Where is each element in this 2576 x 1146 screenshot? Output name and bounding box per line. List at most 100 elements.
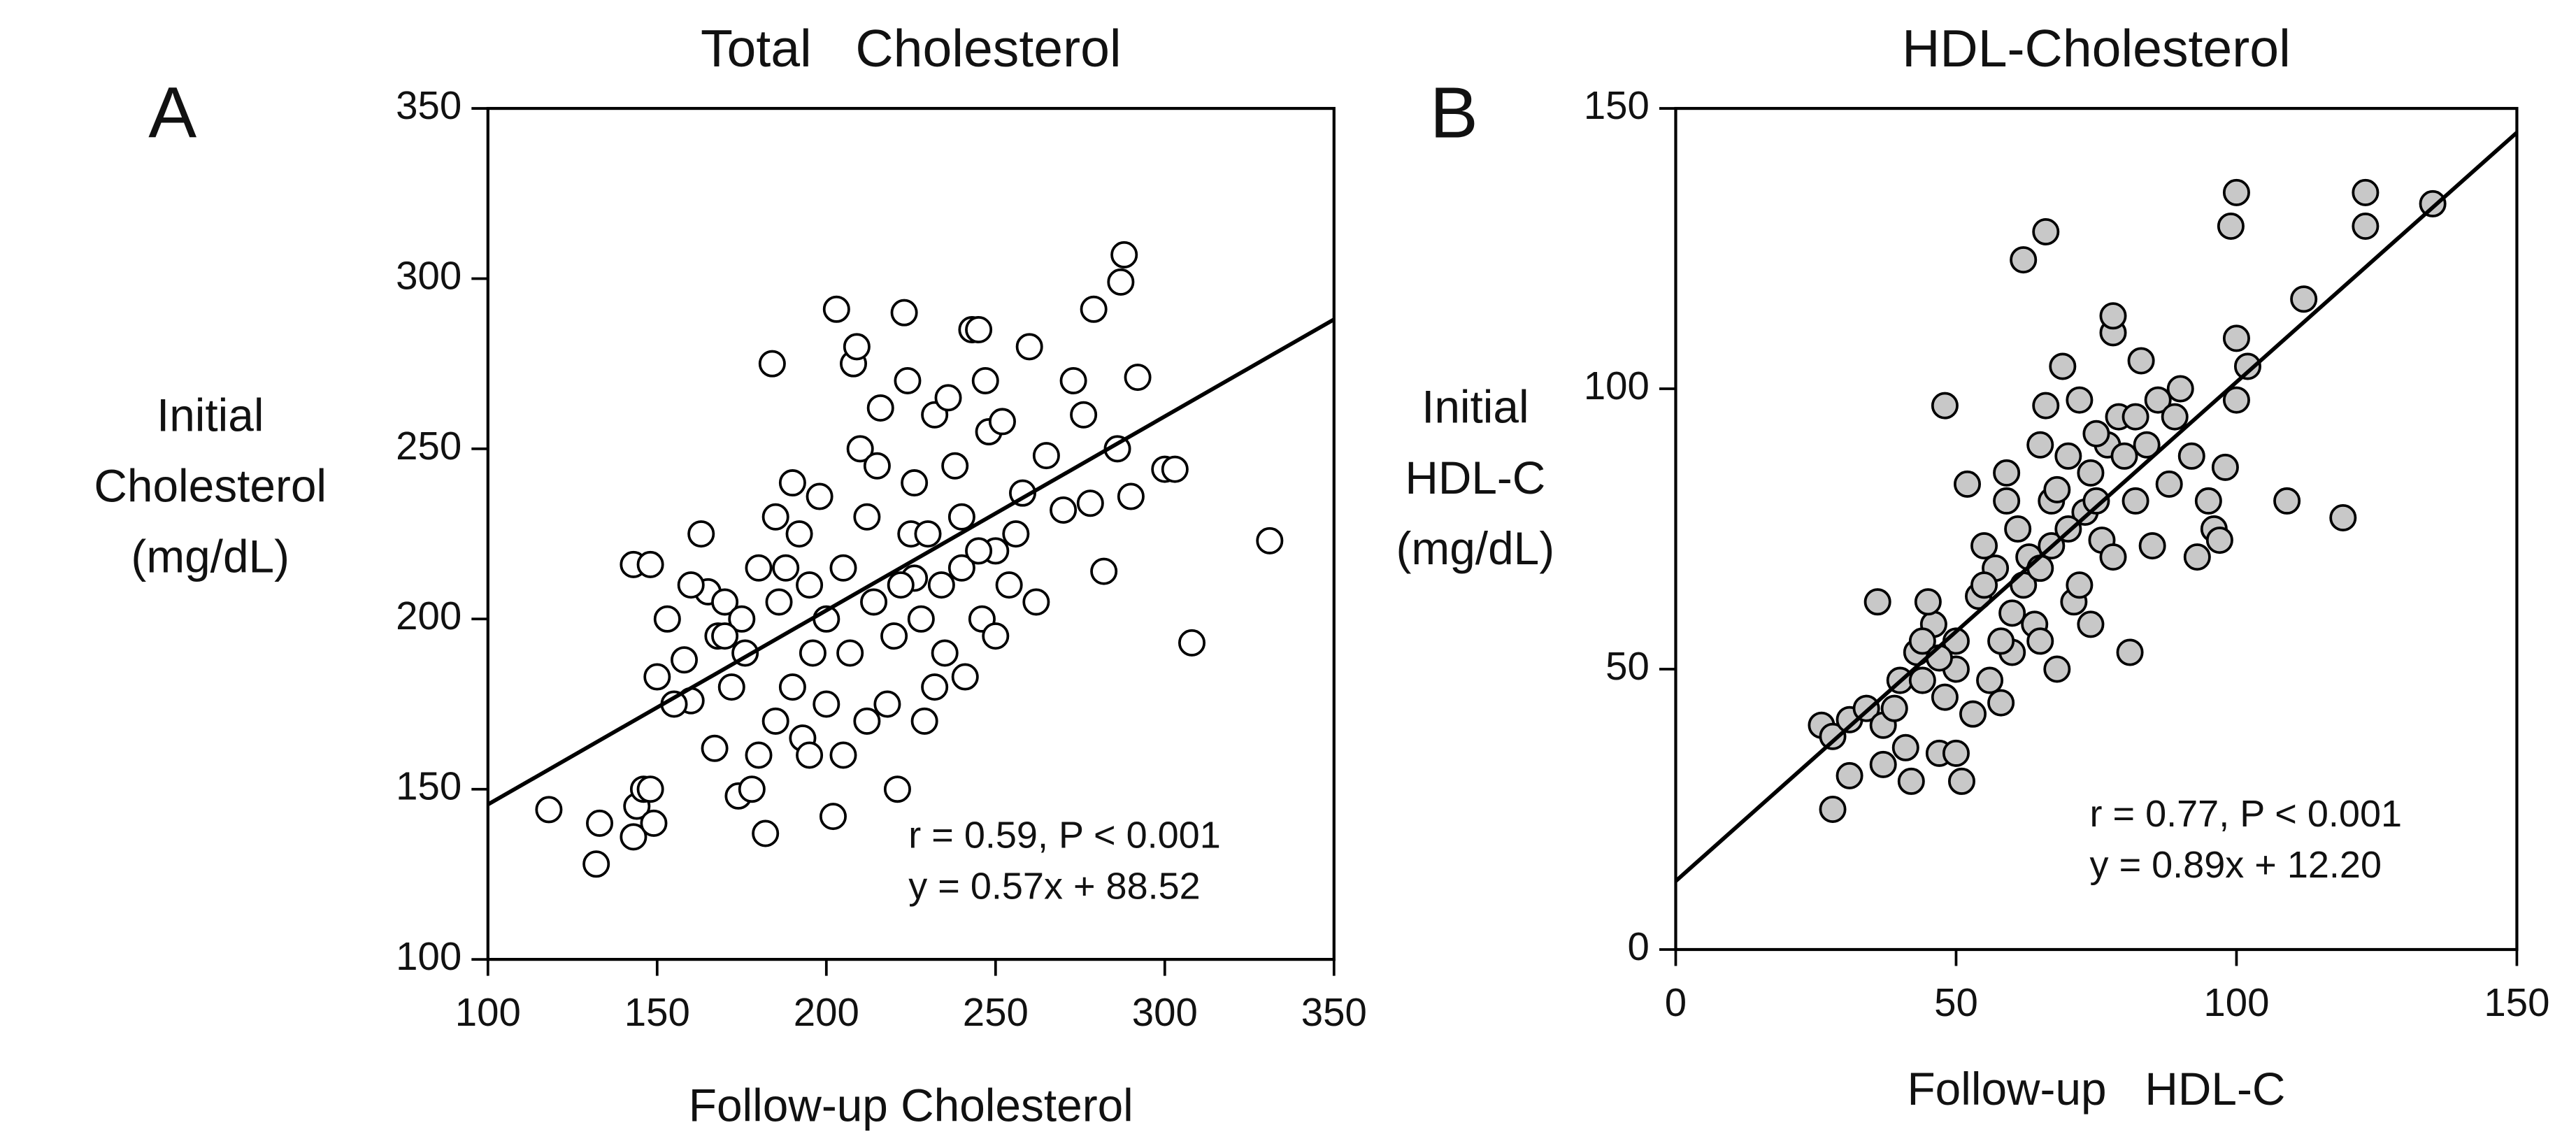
point (2026, 431, 2054, 459)
point (1107, 268, 1135, 296)
point (677, 571, 705, 599)
point (947, 554, 975, 582)
point (640, 809, 668, 837)
point (934, 384, 962, 412)
point (1891, 733, 1919, 761)
point (910, 707, 938, 735)
point (752, 819, 780, 847)
point (2043, 475, 2071, 503)
x-axis-label: Follow-up Cholesterol (689, 1079, 1133, 1131)
point (2032, 392, 2060, 420)
plot-area (1675, 131, 2517, 883)
point (1819, 722, 1847, 750)
annotation: r = 0.59, P < 0.001 (908, 815, 1220, 857)
plot-area (487, 241, 1334, 878)
point (1015, 333, 1043, 361)
point (796, 571, 824, 599)
plot-frame (486, 106, 1336, 961)
y-tick-label: 250 (396, 424, 461, 468)
point (2183, 543, 2211, 571)
point (1819, 796, 1847, 824)
point (2116, 638, 2144, 666)
point (883, 775, 911, 803)
point (1993, 487, 2021, 515)
point (1914, 588, 1942, 616)
point (671, 646, 699, 674)
point (907, 605, 935, 633)
point (1117, 482, 1145, 510)
point (1987, 689, 2015, 717)
y-axis-label: Cholesterol (94, 460, 327, 512)
point (2110, 442, 2138, 470)
point (1970, 532, 1998, 560)
point (2049, 352, 2077, 380)
point (931, 639, 959, 667)
point (586, 809, 614, 837)
point (1869, 750, 1897, 778)
point (1897, 767, 1925, 795)
point (701, 734, 729, 762)
point (988, 408, 1016, 436)
point (880, 622, 908, 650)
point (1908, 627, 1936, 655)
point (778, 673, 806, 701)
x-tick-label: 250 (963, 990, 1029, 1034)
x-tick-label: 100 (455, 990, 521, 1034)
y-tick-label: 300 (396, 253, 461, 297)
point (1987, 627, 2015, 655)
point (643, 663, 671, 691)
annotation: y = 0.89x + 12.20 (2090, 844, 2382, 886)
point (2419, 189, 2447, 217)
point (2099, 302, 2127, 330)
point (1080, 295, 1108, 323)
point (947, 503, 975, 531)
x-tick-label: 50 (1934, 980, 1978, 1024)
point (1256, 527, 1284, 554)
point (2222, 178, 2250, 206)
y-tick-label: 350 (396, 83, 461, 127)
point (1110, 241, 1138, 268)
point (2054, 442, 2082, 470)
point (863, 452, 891, 480)
point (2273, 487, 2301, 515)
point (1161, 455, 1189, 483)
y-tick-label: 0 (1628, 924, 1650, 968)
trendline (487, 317, 1334, 806)
point (799, 639, 827, 667)
point (2222, 386, 2250, 414)
point (653, 605, 681, 633)
y-tick-label: 100 (396, 934, 461, 978)
point (1059, 367, 1087, 395)
point (2077, 459, 2105, 487)
y-axis-label: (mg/dL) (131, 531, 289, 582)
point (995, 571, 1023, 599)
point (1880, 694, 1908, 722)
point (2166, 375, 2194, 403)
point (829, 741, 857, 769)
point (2217, 212, 2245, 240)
point (822, 295, 850, 323)
point (636, 775, 664, 803)
y-tick-label: 150 (396, 764, 461, 808)
point (965, 315, 993, 343)
point (921, 673, 949, 701)
point (2026, 627, 2054, 655)
point (2010, 246, 2038, 274)
chart-title: Total Cholesterol (701, 19, 1122, 78)
plot-frame (1674, 106, 2519, 952)
point (738, 775, 766, 803)
point (927, 571, 955, 599)
point (636, 550, 664, 578)
point (535, 796, 563, 824)
point (778, 469, 806, 497)
point (761, 503, 789, 531)
point (765, 588, 793, 616)
point (2194, 487, 2222, 515)
point (1070, 401, 1098, 429)
point (1993, 459, 2021, 487)
point (873, 690, 901, 718)
point (2144, 386, 2172, 414)
point (2082, 487, 2110, 515)
